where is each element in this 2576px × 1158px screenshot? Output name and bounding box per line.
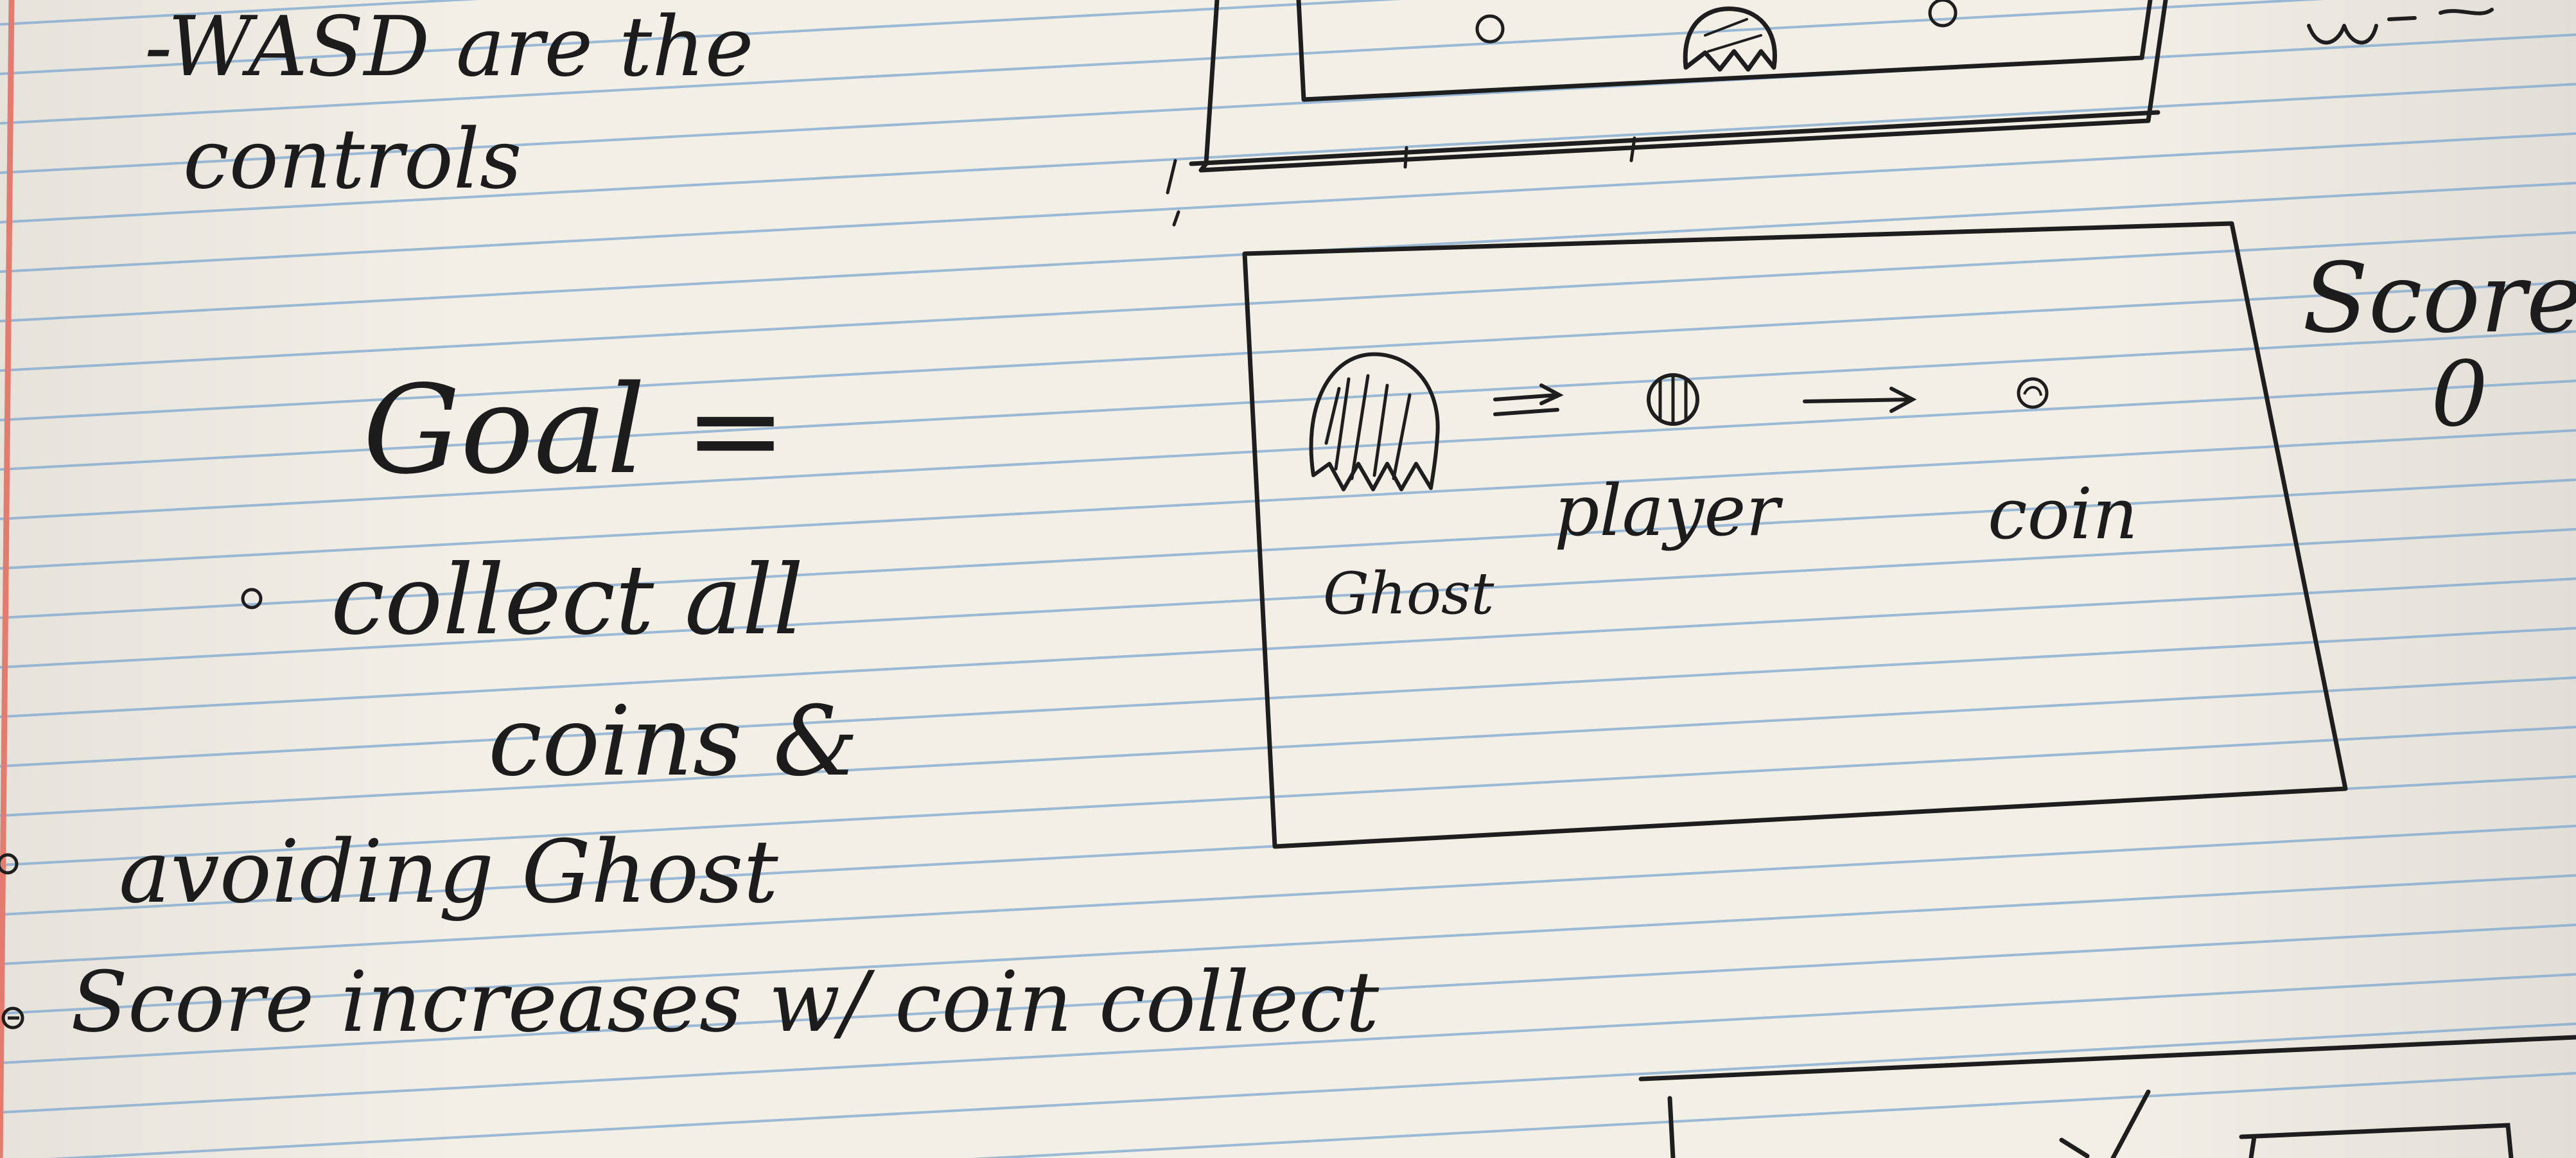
upper-game-sketch: [1166, 0, 2494, 227]
ruled-line: [0, 33, 2576, 174]
goal-bullet-avoid: avoiding Ghost: [119, 821, 778, 922]
ruled-line: [0, 429, 2576, 570]
ghost-sprite: [1309, 352, 1440, 491]
ghost-label: Ghost: [1323, 560, 1494, 627]
margin-line: [0, 0, 15, 1158]
ruled-line: [0, 676, 2576, 817]
ruled-line: [0, 924, 2576, 1064]
game-screen-sketch: [1242, 221, 2348, 849]
ruled-line: [48, 1022, 2576, 1158]
motion-arrows: [1493, 383, 1917, 416]
ruled-line: [0, 132, 2576, 273]
ruled-line: [0, 0, 1402, 75]
player-label: player: [1554, 469, 1780, 552]
lower-game-sketch: [1638, 1035, 2576, 1158]
goal-bullet-collect-cont: coins &: [488, 686, 859, 798]
ruled-line: [0, 0, 480, 26]
goal-heading: Goal =: [363, 359, 787, 501]
ruled-line: [0, 330, 2576, 471]
ruled-line: [0, 973, 2576, 1114]
score-label: Score: [2302, 243, 2576, 355]
ruled-line: [970, 1072, 2576, 1158]
ruled-line: [0, 380, 2576, 520]
ruled-line: [0, 726, 2576, 866]
ruled-line: [0, 825, 2576, 965]
ruled-line: [0, 627, 2576, 768]
goal-bullet-score: Score increases w/ coin collect: [71, 953, 1380, 1051]
ruled-line: [0, 478, 2576, 619]
coin-label: coin: [1988, 473, 2138, 555]
ruled-line: [0, 874, 2576, 1015]
ruled-line: [0, 231, 2576, 372]
note-wasd-line: -WASD are the: [145, 0, 754, 95]
coin-sprite: [2017, 377, 2049, 409]
bullet-markers: [0, 588, 263, 1030]
ruled-line: [0, 83, 2576, 224]
player-sprite: [1647, 373, 1699, 426]
note-controls-line: controls: [183, 112, 522, 207]
ruled-line: [0, 281, 2576, 421]
score-value: 0: [2431, 342, 2489, 447]
ruled-line: [0, 577, 2576, 718]
goal-bullet-collect: collect all: [331, 545, 804, 656]
ruled-line: [0, 528, 2576, 669]
ruled-line: [0, 0, 2325, 125]
